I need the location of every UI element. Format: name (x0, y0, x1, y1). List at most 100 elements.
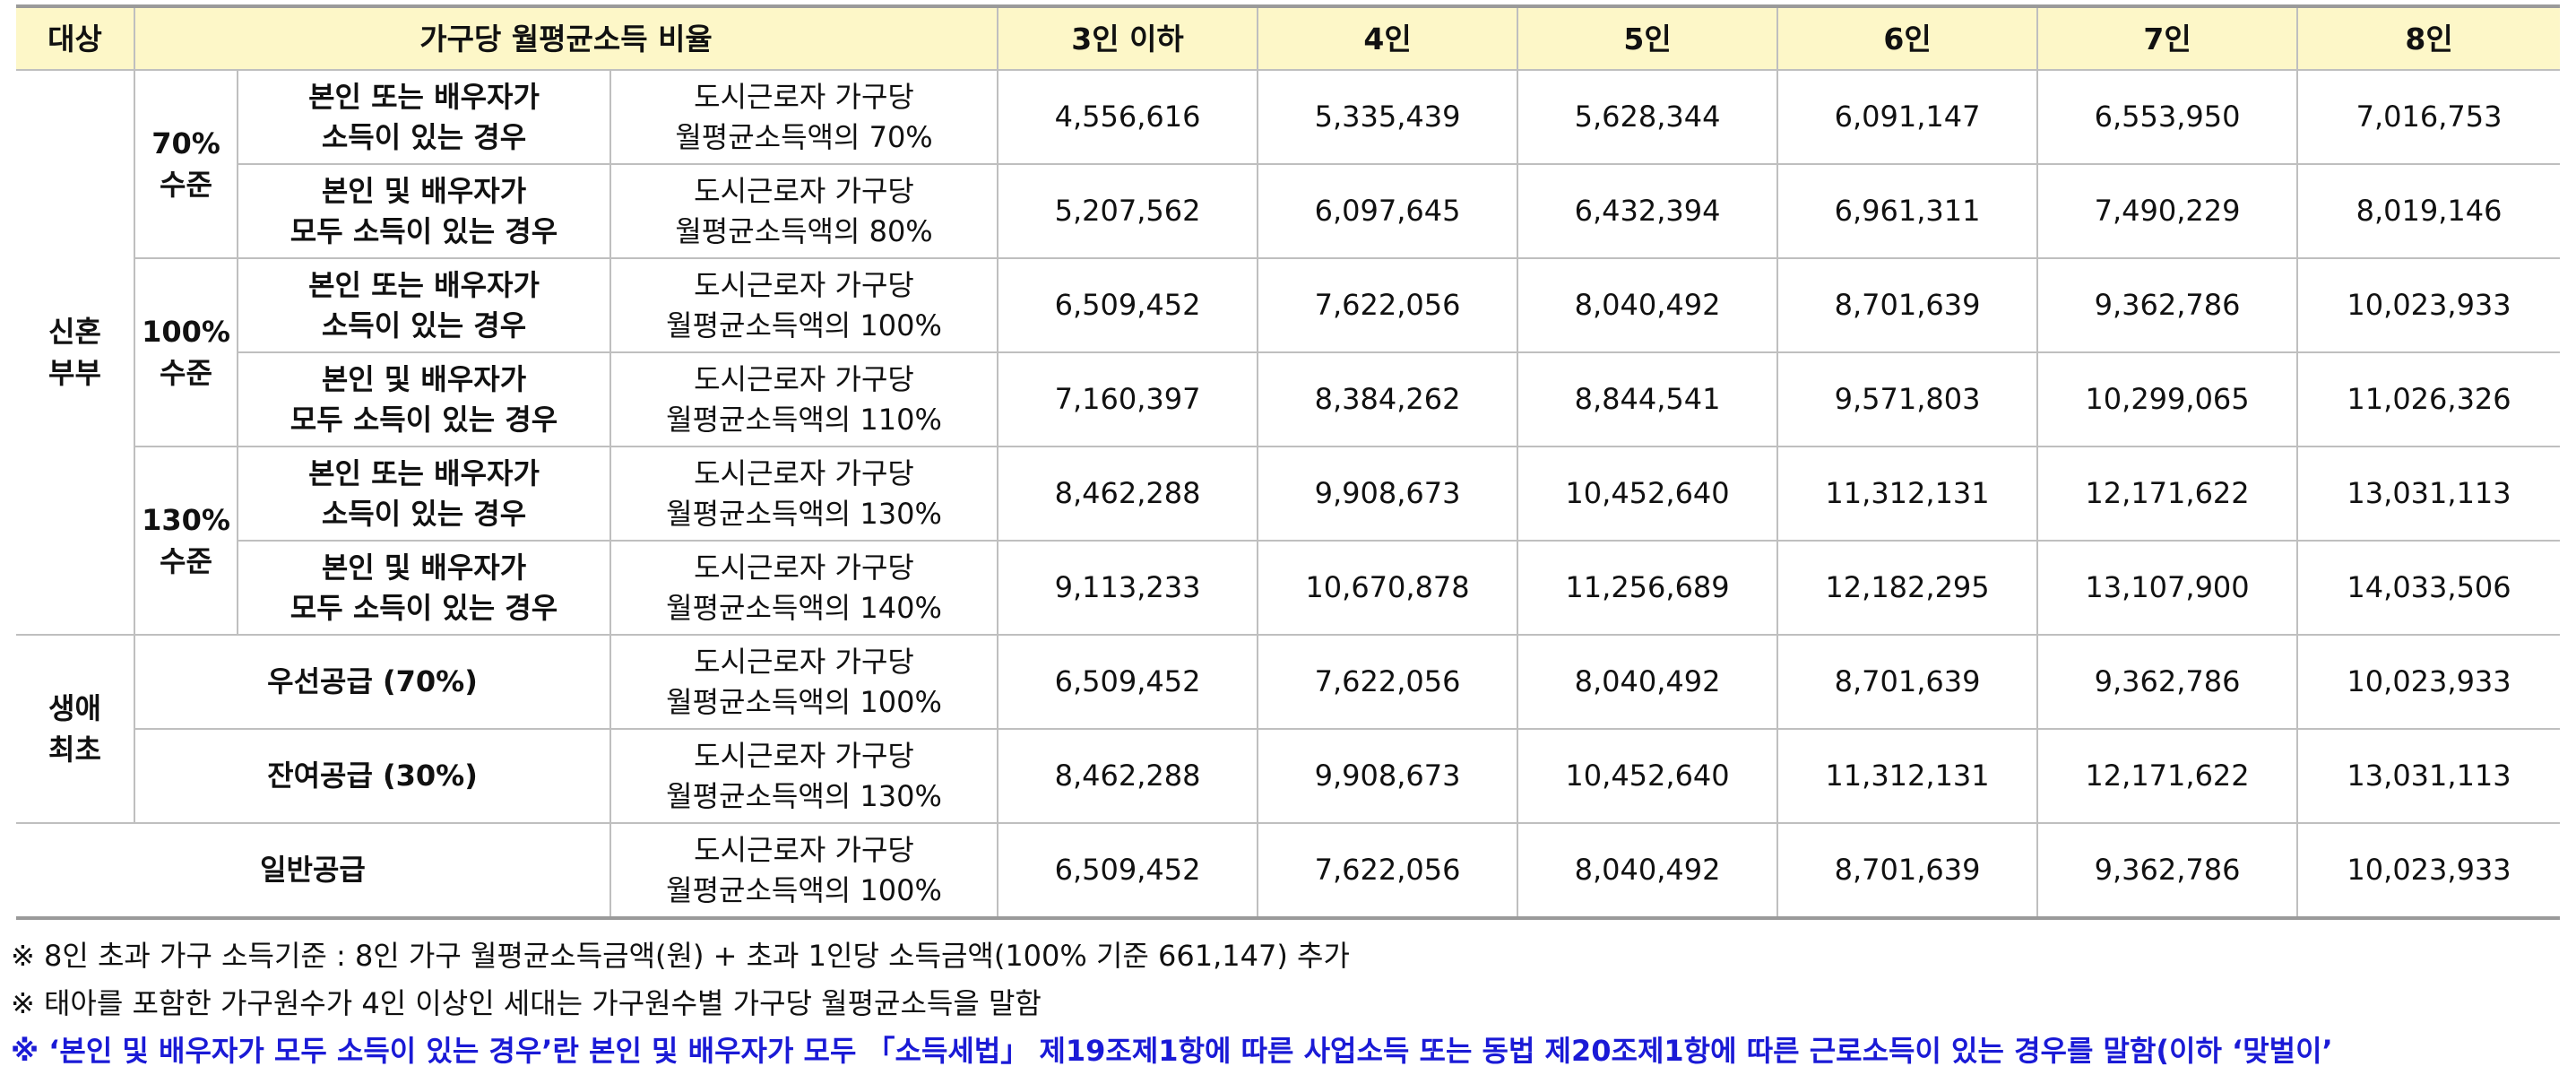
value-cell: 11,312,131 (1776, 446, 2039, 542)
ratio-line-2: 월평균소득액의 70% (611, 117, 997, 158)
header-col-3: 3인 이하 (997, 4, 1259, 71)
ratio-cell: 도시근로자 가구당 월평균소득액의 80% (609, 163, 999, 259)
value-cell: 11,312,131 (1776, 728, 2039, 824)
ratio-suffix: 월평균소득액의 (675, 119, 860, 154)
value-cell: 7,016,753 (2296, 69, 2561, 165)
condition-line-2: 모두 소득이 있는 경우 (290, 213, 558, 248)
supply-priority: 우선공급 (70%) (134, 634, 611, 730)
ratio-line-1: 도시근로자 가구당 (694, 267, 914, 302)
header-col-4: 4인 (1257, 4, 1519, 71)
value-cell: 12,171,622 (2036, 446, 2299, 542)
note-dual-income: ※ ‘본인 및 배우자가 모두 소득이 있는 경우’란 본인 및 배우자가 모두… (11, 1034, 2333, 1068)
value-cell: 12,171,622 (2036, 728, 2299, 824)
value-cell: 8,019,146 (2296, 163, 2561, 259)
value-cell: 8,701,639 (1776, 822, 2039, 920)
ratio-suffix: 월평균소득액의 (666, 402, 851, 437)
condition-single: 본인 또는 배우자가 소득이 있는 경우 (237, 69, 611, 165)
ratio-line-1: 도시근로자 가구당 (694, 832, 914, 867)
value-cell: 6,091,147 (1776, 69, 2039, 165)
supply-remaining: 잔여공급 (30%) (134, 728, 611, 824)
value-cell: 10,023,933 (2296, 257, 2561, 353)
value-cell: 8,844,541 (1517, 351, 1779, 447)
value-cell: 6,432,394 (1517, 163, 1779, 259)
ratio-line-2: 월평균소득액의 110% (611, 400, 997, 440)
value-cell: 13,107,900 (2036, 540, 2299, 636)
condition-line-2: 모두 소득이 있는 경우 (290, 402, 558, 437)
ratio-cell: 도시근로자 가구당 월평균소득액의 140% (609, 540, 999, 636)
ratio-line-2: 월평균소득액의 130% (611, 776, 997, 817)
ratio-line-2: 월평균소득액의 140% (611, 588, 997, 629)
ratio-line-2: 월평균소득액의 100% (611, 871, 997, 911)
value-cell: 10,299,065 (2036, 351, 2299, 447)
table-row: 본인 및 배우자가 모두 소득이 있는 경우 도시근로자 가구당 월평균소득액의… (16, 351, 2561, 447)
ratio-cell: 도시근로자 가구당 월평균소득액의 130% (609, 446, 999, 542)
header-col-8: 8인 (2296, 4, 2561, 71)
value-cell: 8,040,492 (1517, 257, 1779, 353)
ratio-line-1: 도시근로자 가구당 (694, 644, 914, 679)
header-target: 대상 (16, 4, 135, 71)
ratio-suffix: 월평균소득액의 (666, 308, 851, 342)
value-cell: 9,908,673 (1257, 446, 1519, 542)
value-cell: 11,026,326 (2296, 351, 2561, 447)
ratio-line-1: 도시근로자 가구당 (694, 738, 914, 773)
ratio-suffix: 월평균소득액의 (666, 590, 851, 625)
value-cell: 6,509,452 (997, 634, 1259, 730)
condition-line-1: 본인 또는 배우자가 (308, 79, 540, 114)
value-cell: 9,362,786 (2036, 257, 2299, 353)
value-cell: 4,556,616 (997, 69, 1259, 165)
value-cell: 10,452,640 (1517, 446, 1779, 542)
ratio-line-2: 월평균소득액의 100% (611, 682, 997, 723)
table-row: 본인 및 배우자가 모두 소득이 있는 경우 도시근로자 가구당 월평균소득액의… (16, 540, 2561, 636)
table-row: 본인 및 배우자가 모두 소득이 있는 경우 도시근로자 가구당 월평균소득액의… (16, 163, 2561, 259)
value-cell: 7,490,229 (2036, 163, 2299, 259)
condition-line-1: 본인 및 배우자가 (321, 173, 527, 208)
table-row: 130% 수준 본인 또는 배우자가 소득이 있는 경우 도시근로자 가구당 월… (16, 446, 2561, 636)
table-row: 100% 수준 본인 또는 배우자가 소득이 있는 경우 도시근로자 가구당 월… (16, 257, 2561, 447)
value-cell: 12,182,295 (1776, 540, 2039, 636)
note-over-8: ※ 8인 초과 가구 소득기준 : 8인 가구 월평균소득금액(원) + 초과 … (11, 939, 1350, 973)
condition-line-2: 소득이 있는 경우 (321, 119, 527, 154)
ratio-cell: 도시근로자 가구당 월평균소득액의 100% (609, 822, 999, 920)
header-col-7: 7인 (2036, 4, 2299, 71)
ratio-percent: 100% (860, 684, 942, 719)
notes: ※ 8인 초과 가구 소득기준 : 8인 가구 월평균소득금액(원) + 초과 … (11, 932, 2565, 1075)
group-first-life: 생애 최초 (16, 634, 135, 824)
ratio-percent: 100% (860, 308, 942, 342)
ratio-suffix: 월평균소득액의 (666, 778, 851, 813)
value-cell: 9,362,786 (2036, 634, 2299, 730)
ratio-line-1: 도시근로자 가구당 (694, 79, 914, 114)
value-cell: 6,509,452 (997, 822, 1259, 920)
ratio-percent: 110% (860, 402, 942, 437)
ratio-percent: 140% (860, 590, 942, 625)
value-cell: 8,701,639 (1776, 634, 2039, 730)
ratio-line-1: 도시근로자 가구당 (694, 173, 914, 208)
value-cell: 5,207,562 (997, 163, 1259, 259)
value-cell: 9,362,786 (2036, 822, 2299, 920)
ratio-cell: 도시근로자 가구당 월평균소득액의 70% (609, 69, 999, 165)
value-cell: 7,622,056 (1257, 257, 1519, 353)
value-cell: 6,509,452 (997, 257, 1259, 353)
ratio-line-2: 월평균소득액의 80% (611, 212, 997, 252)
ratio-cell: 도시근로자 가구당 월평균소득액의 100% (609, 634, 999, 730)
condition-line-1: 본인 또는 배우자가 (308, 455, 540, 490)
ratio-suffix: 월평균소득액의 (666, 684, 851, 719)
value-cell: 9,908,673 (1257, 728, 1519, 824)
level-130: 130% 수준 (134, 446, 238, 636)
value-cell: 6,961,311 (1776, 163, 2039, 259)
value-cell: 7,622,056 (1257, 822, 1519, 920)
level-70: 70% 수준 (134, 69, 238, 259)
value-cell: 10,023,933 (2296, 634, 2561, 730)
value-cell: 8,701,639 (1776, 257, 2039, 353)
table-row: 일반공급 도시근로자 가구당 월평균소득액의 100% 6,509,452 7,… (16, 822, 2561, 920)
value-cell: 5,335,439 (1257, 69, 1519, 165)
value-cell: 8,462,288 (997, 728, 1259, 824)
ratio-percent: 130% (860, 496, 942, 531)
value-cell: 9,113,233 (997, 540, 1259, 636)
condition-line-1: 본인 및 배우자가 (321, 550, 527, 585)
ratio-line-1: 도시근로자 가구당 (694, 550, 914, 585)
value-cell: 13,031,113 (2296, 728, 2561, 824)
ratio-cell: 도시근로자 가구당 월평균소득액의 110% (609, 351, 999, 447)
condition-line-1: 본인 또는 배우자가 (308, 267, 540, 302)
condition-line-2: 소득이 있는 경우 (321, 308, 527, 342)
ratio-suffix: 월평균소득액의 (666, 872, 851, 907)
